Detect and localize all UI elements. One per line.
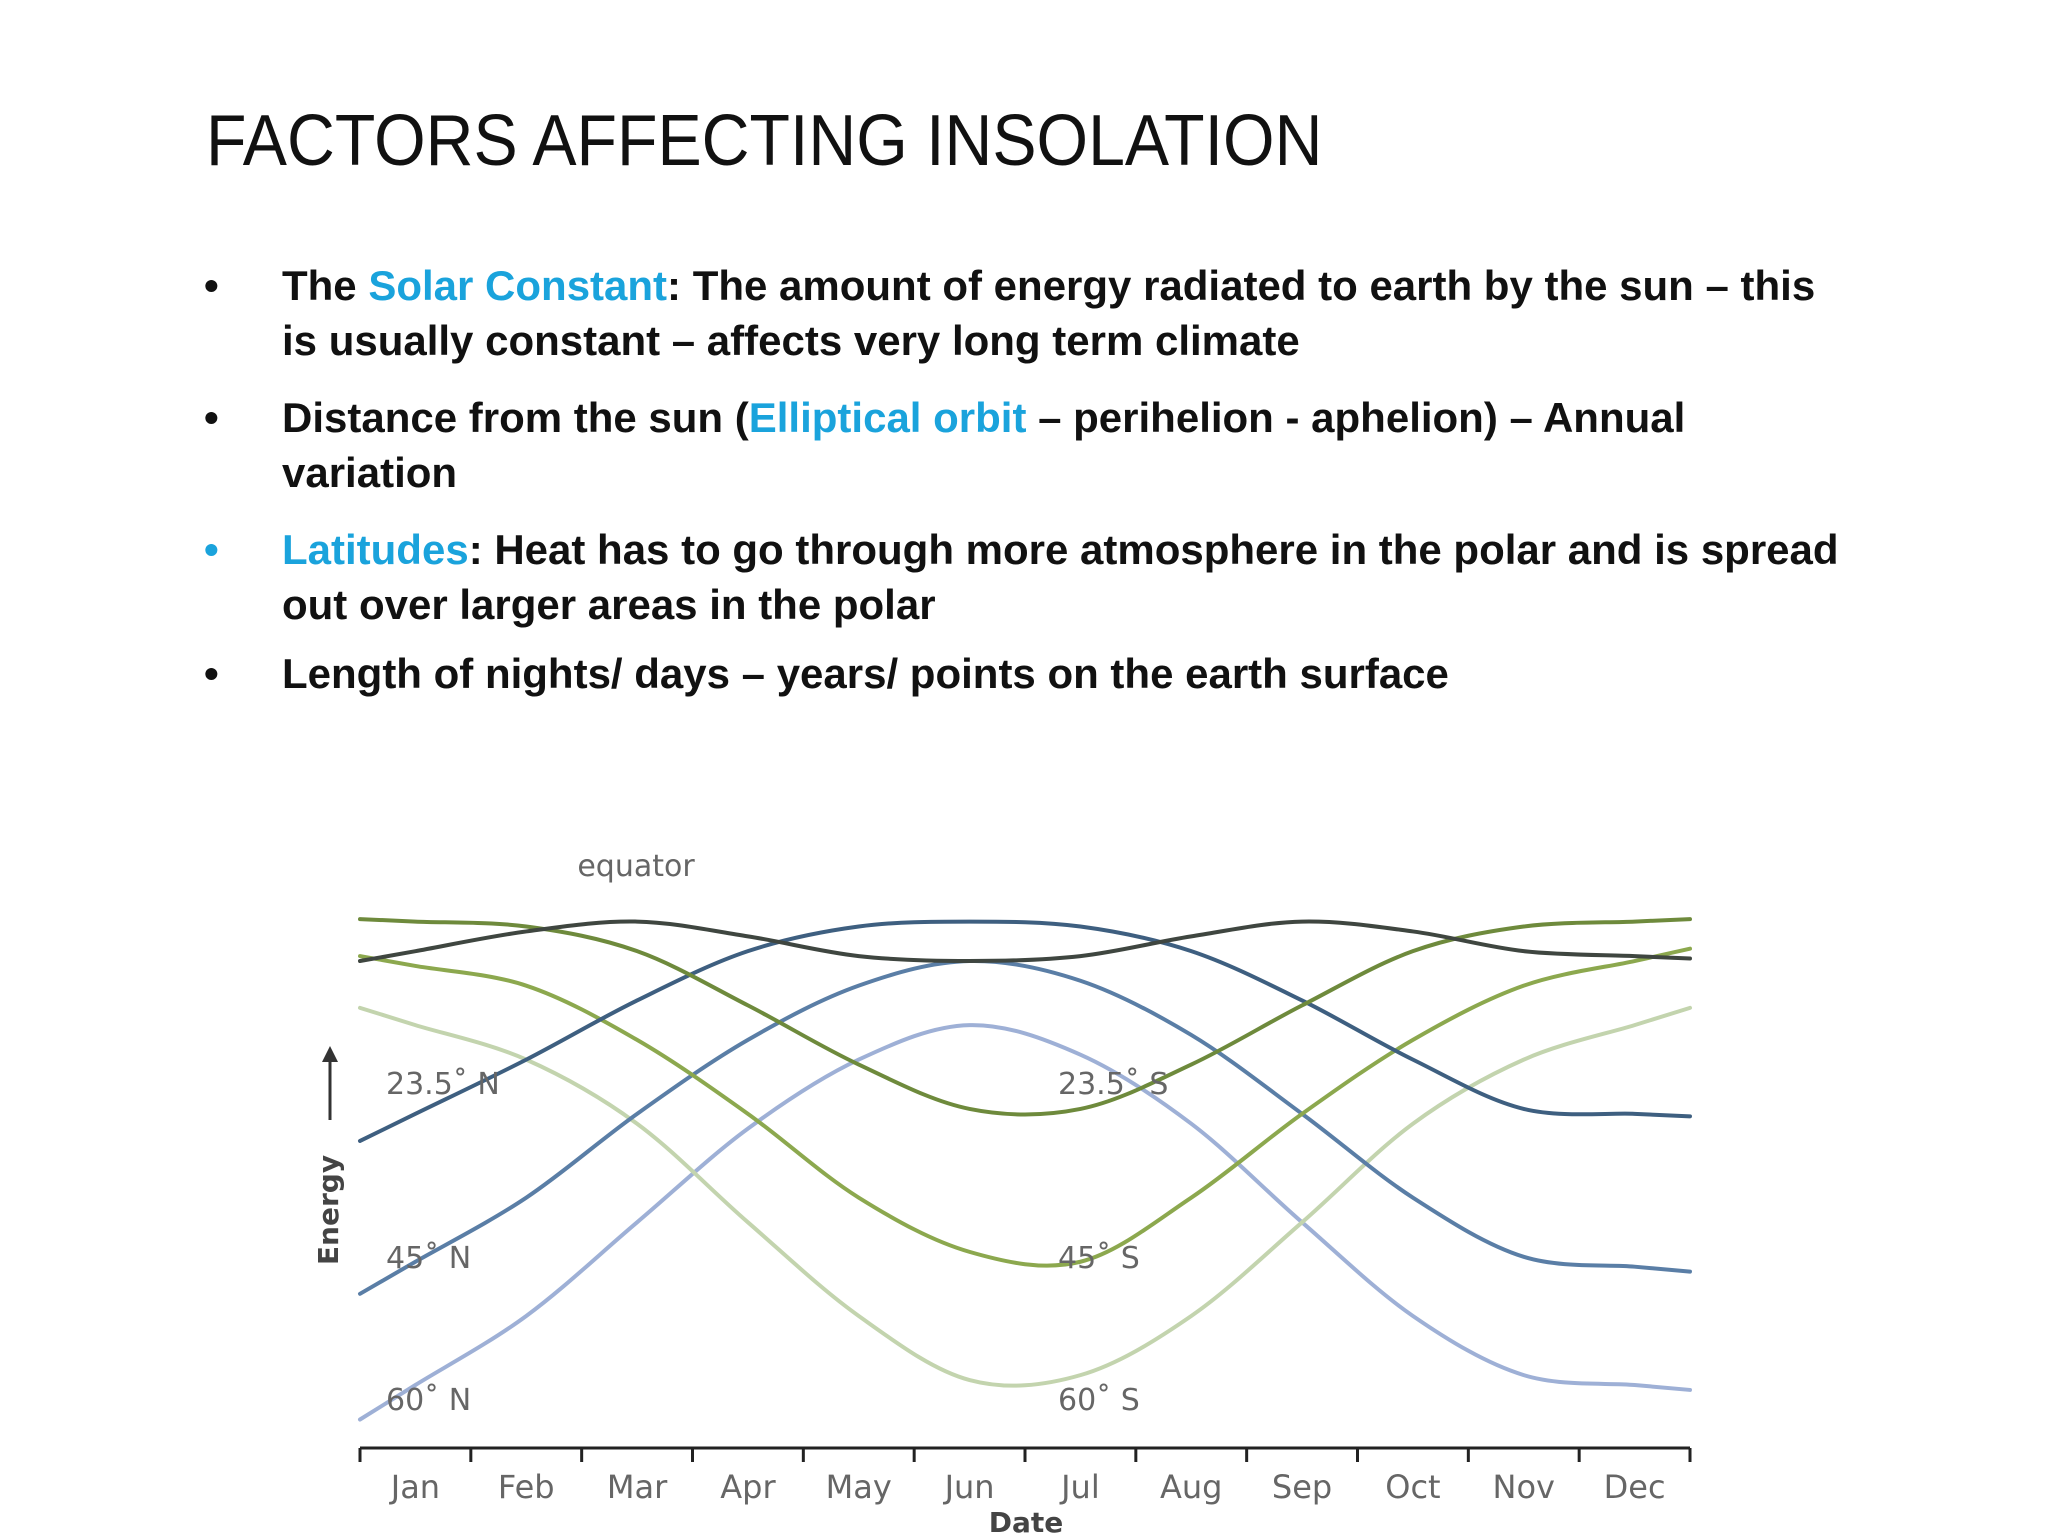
bullet-marker: • xyxy=(204,650,219,697)
latitude-label: 23.5˚ S xyxy=(1058,1067,1168,1102)
x-tick-label: Apr xyxy=(720,1468,776,1506)
series-line-equator xyxy=(358,919,1692,964)
series-line-23-5-n xyxy=(358,919,1692,1143)
equator-label: equator xyxy=(577,849,695,884)
latitude-label: 45˚ S xyxy=(1058,1241,1140,1276)
bullet-text: – perihelion - aphelion) – Annual variat… xyxy=(282,394,1686,496)
x-axis-title: Date xyxy=(989,1506,1064,1536)
bullet-marker: • xyxy=(204,526,219,573)
latitude-label: 60˚ N xyxy=(386,1383,471,1418)
latitude-label: 23.5˚ N xyxy=(386,1067,500,1102)
x-tick-label: Aug xyxy=(1160,1468,1222,1506)
series-line-60-s xyxy=(358,1005,1692,1388)
bullet-marker: • xyxy=(204,394,219,441)
x-tick-label: May xyxy=(826,1468,892,1506)
x-tick-label: Nov xyxy=(1493,1468,1555,1506)
x-tick-label: Jan xyxy=(389,1468,440,1506)
bullet-text: The xyxy=(282,262,369,309)
series-line-23-5-s xyxy=(358,917,1692,1117)
bullet-item: • Latitudes: Heat has to go through more … xyxy=(204,522,1846,632)
bullet-item: • Length of nights/ days – years/ points … xyxy=(204,646,1846,701)
bullet-text: : The amount of energy radiated to earth… xyxy=(282,262,1816,364)
x-tick-label: Dec xyxy=(1604,1468,1666,1506)
series-line-60-n xyxy=(358,1023,1692,1422)
series-line-45-s xyxy=(358,946,1692,1268)
series-line-45-n xyxy=(358,959,1692,1296)
highlighted-term: Solar Constant xyxy=(368,262,668,309)
latitude-label: 60˚ S xyxy=(1058,1383,1140,1418)
bullet-list: • The Solar Constant: The amount of energ… xyxy=(204,258,1846,723)
bullet-marker: • xyxy=(204,262,219,309)
x-tick-label: Jul xyxy=(1059,1468,1100,1506)
highlighted-term: Latitudes xyxy=(282,526,469,573)
latitude-label: 45˚ N xyxy=(386,1241,471,1276)
x-tick-label: Feb xyxy=(498,1468,555,1506)
bullet-item: • The Solar Constant: The amount of energ… xyxy=(204,258,1846,368)
x-tick-label: Mar xyxy=(607,1468,668,1506)
x-tick-label: Oct xyxy=(1385,1468,1440,1506)
slide-title: FACTORS AFFECTING INSOLATION xyxy=(206,101,1323,181)
x-tick-label: Sep xyxy=(1272,1468,1332,1506)
x-tick-label: Jun xyxy=(943,1468,995,1506)
bullet-text: Distance from the sun ( xyxy=(282,394,749,441)
y-axis-arrow-head xyxy=(322,1046,338,1062)
bullet-text: : Heat has to go through more atmosphere… xyxy=(282,526,1839,628)
y-axis-title: Energy xyxy=(312,1155,345,1265)
bullet-text: Length of nights/ days – years/ points o… xyxy=(282,650,1449,697)
highlighted-term: Elliptical orbit xyxy=(748,394,1027,441)
bullet-item: • Distance from the sun (Elliptical orbit… xyxy=(204,390,1846,500)
